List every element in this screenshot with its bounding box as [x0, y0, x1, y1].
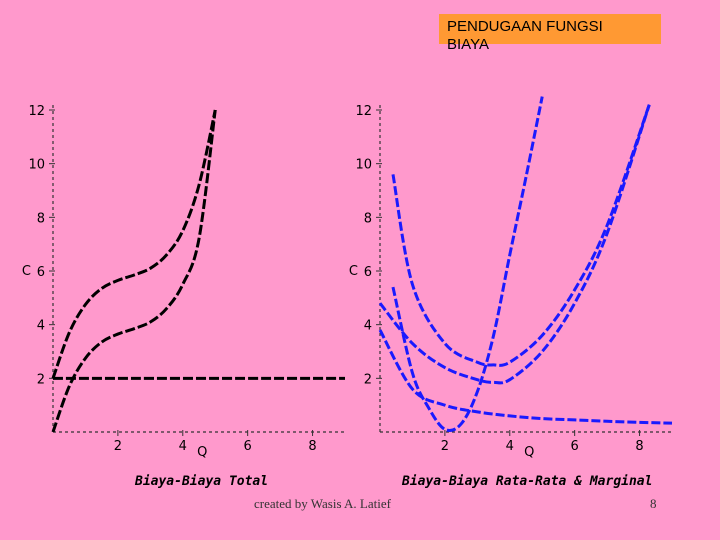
- y-axis-label: C: [349, 264, 358, 279]
- x-tick-label: 2: [114, 439, 122, 454]
- x-tick-label: 2: [441, 439, 449, 454]
- y-tick-label: 10: [28, 158, 45, 173]
- y-tick-label: 8: [364, 211, 372, 226]
- y-tick-label: 10: [355, 158, 372, 173]
- y-tick-label: 2: [364, 372, 372, 387]
- series-line-avc: [378, 104, 651, 385]
- x-tick-label: 4: [179, 439, 187, 454]
- x-tick-label: 8: [308, 439, 316, 454]
- x-tick-label: 8: [635, 439, 643, 454]
- x-tick-label: 6: [571, 439, 579, 454]
- x-tick-label: 4: [506, 439, 514, 454]
- series-line-tvc: [51, 109, 217, 433]
- x-axis-label: Q: [524, 445, 534, 460]
- chart-1-group: 2 4 6 8 10 12 2 4 6 8 Q C: [22, 102, 345, 460]
- right-chart-caption: Biaya-Biaya Rata-Rata & Marginal: [402, 474, 653, 489]
- y-tick-label: 8: [37, 211, 45, 226]
- chart-2-group: 2 4 6 8 10 12 2 4 6 8 Q C: [349, 96, 673, 460]
- page-number: 8: [650, 496, 657, 511]
- series-line-mc: [391, 96, 544, 432]
- y-tick-label: 2: [37, 372, 45, 387]
- y-tick-label: 12: [28, 104, 45, 119]
- author-footer: created by Wasis A. Latief: [254, 496, 391, 511]
- slide-title: PENDUGAAN FUNGSI BIAYA: [439, 14, 661, 53]
- x-tick-label: 6: [244, 439, 252, 454]
- x-axis-label: Q: [197, 445, 207, 460]
- series-line-ac: [391, 104, 651, 367]
- left-chart-caption: Biaya-Biaya Total: [135, 474, 269, 489]
- y-tick-label: 6: [37, 265, 45, 280]
- series-line-tc: [51, 109, 217, 379]
- y-axis-label: C: [22, 264, 31, 279]
- series-line-afc: [378, 329, 673, 425]
- y-tick-label: 4: [37, 319, 45, 334]
- y-tick-label: 4: [364, 319, 372, 334]
- y-tick-label: 6: [364, 265, 372, 280]
- y-tick-label: 12: [355, 104, 372, 119]
